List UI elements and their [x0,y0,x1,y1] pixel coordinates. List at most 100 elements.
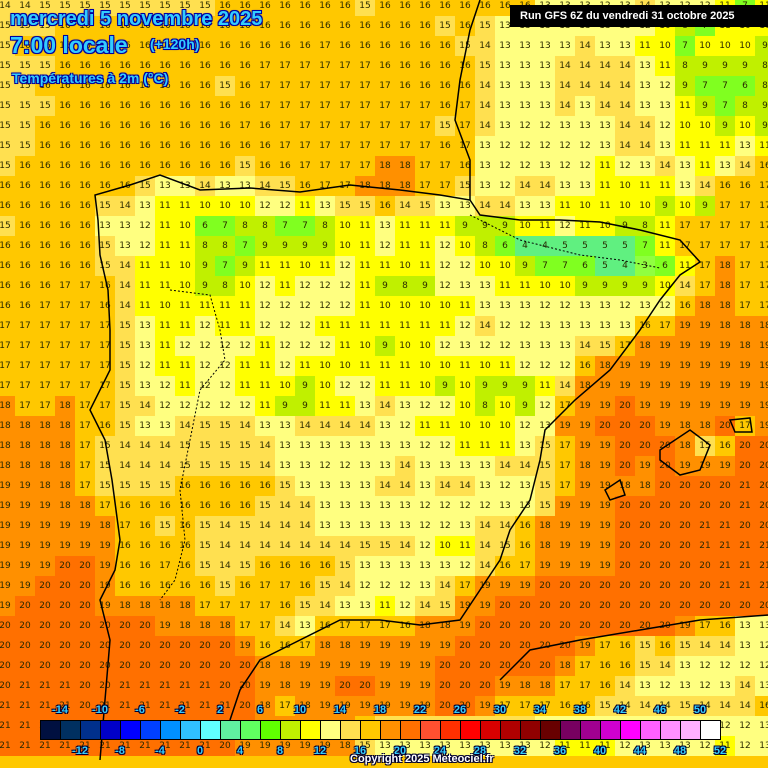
grid-cell: 15 [495,536,515,556]
grid-cell: 12 [535,356,555,376]
grid-cell: 12 [495,336,515,356]
grid-cell: 21 [755,556,768,576]
grid-cell: 21 [695,536,715,556]
grid-cell: 14 [595,96,615,116]
grid-cell: 11 [415,416,435,436]
grid-cell: 13 [335,596,355,616]
grid-cell: 12 [495,136,515,156]
grid-cell: 17 [295,56,315,76]
grid-cell: 19 [95,596,115,616]
grid-cell: 17 [75,416,95,436]
grid-cell: 14 [675,276,695,296]
grid-cell: 15 [115,356,135,376]
grid-cell: 13 [215,176,235,196]
grid-cell: 15 [55,0,75,16]
legend-swatch [181,721,201,739]
grid-cell: 13 [635,156,655,176]
grid-cell: 12 [655,76,675,96]
grid-cell: 17 [95,336,115,356]
grid-cell: 14 [115,296,135,316]
grid-cell: 15 [75,0,95,16]
grid-cell: 14 [595,76,615,96]
grid-cell: 16 [275,636,295,656]
grid-cell: 13 [95,216,115,236]
grid-cell: 13 [295,436,315,456]
grid-cell: 11 [295,196,315,216]
grid-cell: 13 [515,476,535,496]
grid-cell: 5 [595,236,615,256]
grid-cell: 13 [395,556,415,576]
grid-cell: 9 [695,196,715,216]
grid-cell: 16 [295,556,315,576]
grid-cell: 19 [675,396,695,416]
grid-cell: 18 [135,596,155,616]
grid-cell: 7 [215,216,235,236]
forecast-date: mercredi 5 novembre 2025 [10,8,263,30]
grid-cell: 13 [555,316,575,336]
grid-cell: 11 [535,216,555,236]
grid-cell: 16 [195,576,215,596]
grid-cell: 16 [455,0,475,16]
grid-cell: 19 [715,376,735,396]
grid-cell: 13 [415,556,435,576]
grid-cell: 13 [675,176,695,196]
grid-cell: 17 [355,616,375,636]
legend-swatch [341,721,361,739]
grid-cell: 9 [695,96,715,116]
grid-cell: 17 [115,516,135,536]
grid-cell: 13 [495,296,515,316]
grid-cell: 15 [675,636,695,656]
grid-cell: 11 [415,316,435,336]
legend-swatch [261,721,281,739]
grid-cell: 19 [735,396,755,416]
grid-cell: 18 [675,436,695,456]
grid-cell: 16 [155,116,175,136]
grid-cell: 16 [215,0,235,16]
grid-cell: 15 [15,56,35,76]
grid-cell: 18 [715,276,735,296]
grid-cell: 19 [475,696,495,716]
grid-cell: 20 [695,496,715,516]
grid-cell: 16 [35,176,55,196]
grid-cell: 19 [635,456,655,476]
grid-cell: 21 [15,696,35,716]
grid-cell: 13 [555,36,575,56]
grid-cell: 16 [0,296,15,316]
grid-cell: 10 [475,256,495,276]
legend-swatch [221,721,241,739]
grid-cell: 16 [155,156,175,176]
grid-cell: 10 [475,356,495,376]
grid-cell: 19 [0,516,15,536]
grid-cell: 20 [595,416,615,436]
grid-cell: 11 [755,136,768,156]
grid-cell: 13 [395,496,415,516]
grid-cell: 13 [735,616,755,636]
grid-cell: 17 [0,376,15,396]
legend-swatch [41,721,61,739]
grid-cell: 16 [395,76,415,96]
grid-cell: 20 [475,616,495,636]
grid-cell: 18 [55,476,75,496]
grid-cell: 10 [335,216,355,236]
grid-cell: 20 [535,576,555,596]
grid-cell: 17 [315,76,335,96]
grid-cell: 20 [135,656,155,676]
grid-cell: 21 [155,696,175,716]
grid-cell: 20 [0,636,15,656]
legend-label-bottom: 20 [393,745,407,757]
grid-cell: 9 [275,396,295,416]
legend-swatch [701,721,720,739]
grid-cell: 19 [755,376,768,396]
grid-cell: 17 [615,336,635,356]
grid-cell: 12 [515,156,535,176]
grid-cell: 14 [615,76,635,96]
grid-cell: 15 [255,496,275,516]
grid-cell: 16 [0,176,15,196]
grid-cell: 11 [715,136,735,156]
grid-cell: 11 [135,296,155,316]
grid-cell: 17 [455,136,475,156]
grid-cell: 13 [135,316,155,336]
grid-cell: 20 [195,656,215,676]
grid-cell: 17 [75,296,95,316]
grid-cell: 20 [235,696,255,716]
